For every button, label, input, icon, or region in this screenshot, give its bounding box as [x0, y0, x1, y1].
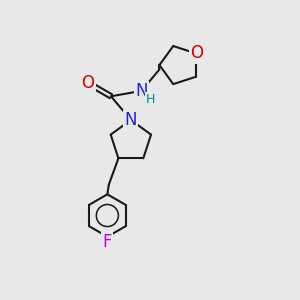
Text: F: F [103, 233, 112, 251]
Text: N: N [135, 82, 148, 100]
Text: O: O [190, 44, 204, 62]
Text: O: O [82, 74, 94, 92]
Text: N: N [124, 111, 137, 129]
Text: H: H [146, 93, 155, 106]
